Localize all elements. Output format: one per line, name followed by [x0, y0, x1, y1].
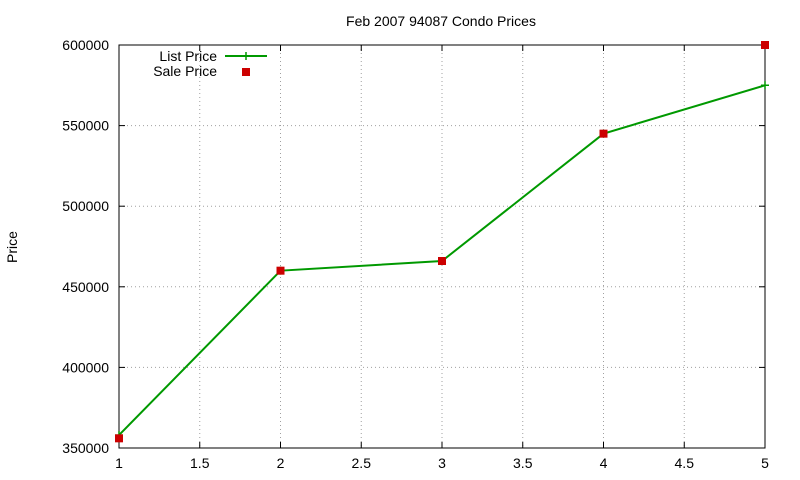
sale-price-point	[115, 434, 123, 443]
y-tick-label: 500000	[62, 198, 109, 214]
x-tick-label: 4	[600, 455, 608, 471]
y-tick-label: 450000	[62, 279, 109, 295]
grid	[119, 45, 765, 448]
sale-price-point	[761, 41, 769, 49]
sale-price-point	[276, 266, 285, 275]
x-tick-label: 4.5	[675, 455, 695, 471]
x-tick-label: 5	[761, 455, 769, 471]
axis-ticks: 1 1.5 2 2.5 3 3.5 4 4.5 5 350000 400000 450000 50000…	[62, 37, 769, 471]
x-tick-label: 3.5	[513, 455, 533, 471]
y-tick-label: 350000	[62, 440, 109, 456]
sale-price-point	[599, 129, 608, 138]
data-series	[115, 41, 769, 443]
x-tick-label: 2.5	[352, 455, 372, 471]
list-price-point	[761, 81, 769, 90]
legend-label-sale-price: Sale Price	[153, 63, 217, 79]
legend: List Price Sale Price	[153, 48, 267, 79]
y-tick-label: 400000	[62, 359, 109, 375]
x-tick-label: 2	[277, 455, 285, 471]
y-tick-label: 550000	[62, 118, 109, 134]
chart-title: Feb 2007 94087 Condo Prices	[346, 13, 536, 29]
y-axis-label: Price	[4, 231, 20, 263]
x-tick-label: 1	[115, 455, 123, 471]
x-tick-label: 1.5	[190, 455, 210, 471]
legend-label-list-price: List Price	[159, 48, 217, 64]
sale-price-point	[438, 257, 446, 266]
legend-marker-sale-price	[242, 68, 250, 76]
y-tick-label: 600000	[62, 37, 109, 53]
x-tick-label: 3	[438, 455, 446, 471]
legend-marker-list-price	[242, 52, 250, 60]
